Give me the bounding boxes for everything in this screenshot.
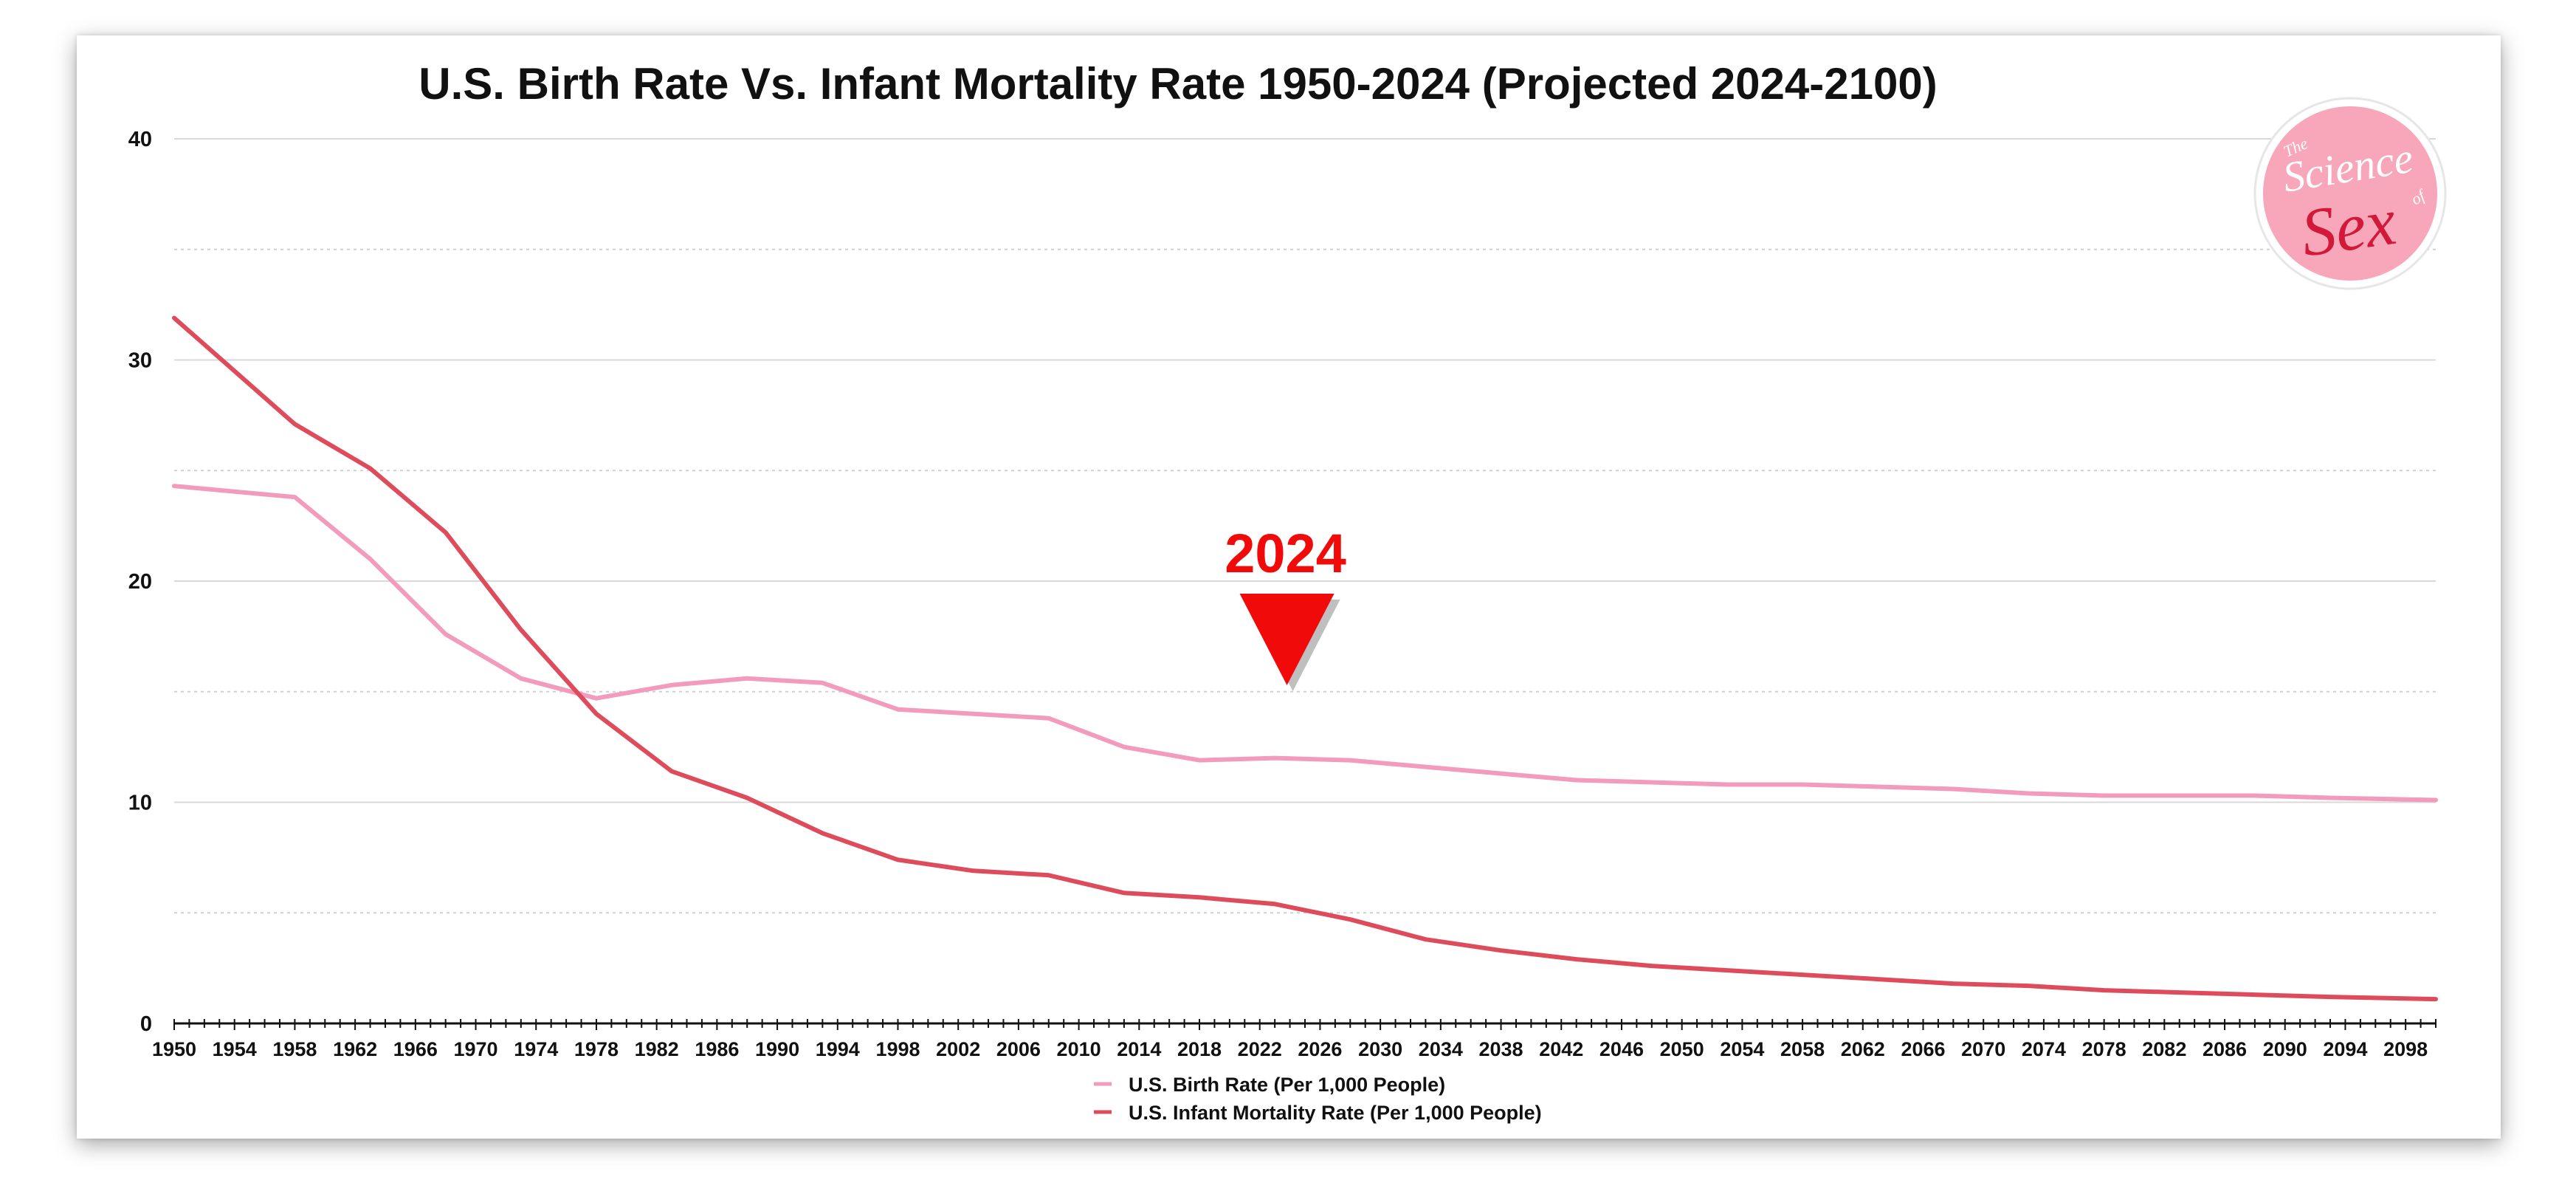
down-triangle-icon	[1239, 594, 1335, 685]
x-tick-label: 2014	[1117, 1038, 1161, 1060]
x-tick-label: 2046	[1599, 1038, 1644, 1060]
gridlines	[174, 138, 2436, 914]
x-tick-label: 2026	[1298, 1038, 1342, 1060]
x-tick-label: 1958	[272, 1038, 317, 1060]
annotation-2024: 2024	[1225, 523, 1346, 691]
x-tick-label: 2070	[1961, 1038, 2005, 1060]
x-tick-label: 2090	[2263, 1038, 2307, 1060]
x-tick-label: 1994	[816, 1038, 860, 1060]
x-tick-label: 2086	[2203, 1038, 2247, 1060]
x-tick-label: 2006	[996, 1038, 1041, 1060]
line-chart: U.S. Birth Rate Vs. Infant Mortality Rat…	[128, 59, 2447, 1124]
x-tick-label: 2038	[1479, 1038, 1523, 1060]
y-axis-ticks: 0 10 20 30 40	[128, 128, 152, 1036]
x-tick-label: 1990	[755, 1038, 799, 1060]
x-tick-label: 1962	[333, 1038, 377, 1060]
x-tick-label: 2054	[1720, 1038, 1764, 1060]
x-tick-label: 2094	[2323, 1038, 2367, 1060]
chart-title: U.S. Birth Rate Vs. Infant Mortality Rat…	[419, 59, 1937, 109]
x-tick-label: 2042	[1539, 1038, 1583, 1060]
x-tick-label: 2082	[2142, 1038, 2186, 1060]
series-line-birth-rate	[172, 484, 2438, 803]
x-tick-label: 2058	[1780, 1038, 1825, 1060]
x-tick-label: 1954	[213, 1038, 257, 1060]
x-tick-label: 1978	[574, 1038, 619, 1060]
x-tick-label: 1974	[514, 1038, 558, 1060]
legend-label-infant-mortality: U.S. Infant Mortality Rate (Per 1,000 Pe…	[1129, 1102, 1542, 1124]
x-tick-label: 2066	[1901, 1038, 1945, 1060]
x-tick-label: 2030	[1358, 1038, 1402, 1060]
x-tick-label: 2098	[2383, 1038, 2428, 1060]
x-tick-label: 2018	[1177, 1038, 1222, 1060]
y-tick-label: 0	[140, 1012, 152, 1036]
x-axis-ticks: 1950 1954 1958 1962 1966 1970 1974 1978 1982 1986…	[152, 1038, 2428, 1060]
legend: U.S. Birth Rate (Per 1,000 People) U.S. …	[1094, 1074, 1542, 1124]
legend-label-birth-rate: U.S. Birth Rate (Per 1,000 People)	[1129, 1074, 1445, 1096]
logo-text-sex: Sex	[2296, 183, 2400, 271]
x-tick-label: 1986	[695, 1038, 739, 1060]
x-tick-label: 1950	[152, 1038, 196, 1060]
x-tick-label: 2034	[1419, 1038, 1463, 1060]
x-tick-label: 2002	[936, 1038, 980, 1060]
x-tick-label: 1966	[393, 1038, 438, 1060]
y-tick-label: 20	[128, 570, 152, 594]
x-tick-label: 2050	[1660, 1038, 1704, 1060]
x-axis	[173, 1019, 2436, 1030]
x-tick-label: 2078	[2082, 1038, 2126, 1060]
x-tick-label: 2062	[1841, 1038, 1885, 1060]
y-tick-label: 10	[128, 792, 152, 815]
x-tick-label: 1998	[875, 1038, 920, 1060]
y-tick-label: 30	[128, 349, 152, 373]
x-tick-label: 2022	[1238, 1038, 1282, 1060]
x-tick-label: 1970	[453, 1038, 497, 1060]
x-tick-label: 1982	[635, 1038, 679, 1060]
series-lines	[172, 315, 2438, 1002]
science-of-sex-logo: The Science of Sex	[2253, 97, 2447, 290]
x-tick-label: 2010	[1057, 1038, 1101, 1060]
chart-card: U.S. Birth Rate Vs. Infant Mortality Rat…	[77, 35, 2501, 1139]
series-line-infant-mortality	[172, 315, 2438, 1002]
y-tick-label: 40	[128, 128, 152, 151]
annotation-label: 2024	[1225, 523, 1346, 584]
x-tick-label: 2074	[2022, 1038, 2066, 1060]
